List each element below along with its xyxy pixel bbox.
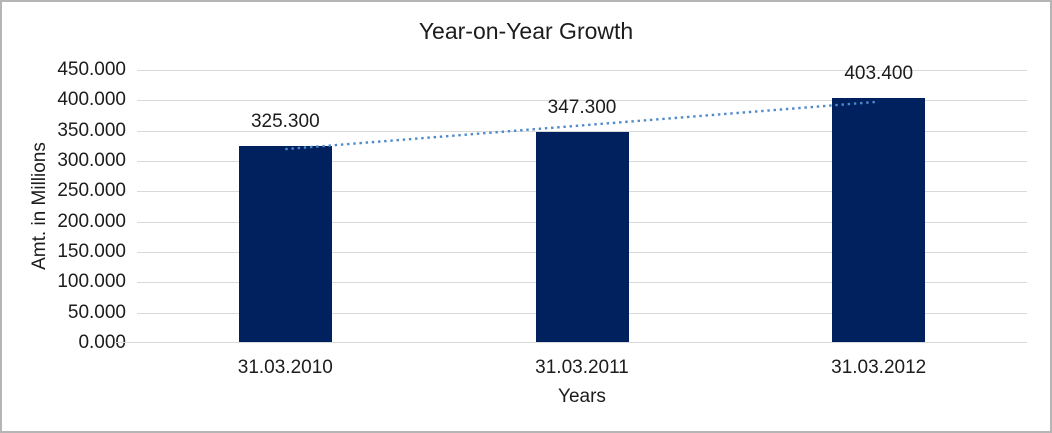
y-axis-ticks: 0.000 50.000 100.000 150.000 200.000 250.000 3… [2, 2, 126, 431]
y-tick-label: 450.000 [57, 59, 126, 80]
y-tick-label: 50.000 [67, 301, 126, 323]
x-axis-line [115, 342, 1027, 343]
bar-31.03.2010 [238, 145, 332, 343]
y-tick-label: 0.000 [78, 332, 126, 353]
gridline [137, 100, 1027, 102]
y-tick-label: 400.000 [57, 89, 126, 111]
y-tick-label: 250.000 [57, 180, 126, 202]
x-axis-title: Years [558, 386, 606, 407]
bar-data-label: 403.400 [844, 63, 914, 85]
chart-title: Year-on-Year Growth [418, 18, 634, 44]
y-tick-label: 350.000 [57, 119, 126, 141]
x-tick-label: 31.03.2010 [237, 357, 333, 378]
bar-31.03.2012 [832, 98, 926, 343]
gridline [137, 70, 1027, 71]
y-tick-label: 300.000 [57, 150, 126, 171]
x-tick-label: 31.03.2011 [535, 357, 629, 378]
y-tick-label: 100.000 [57, 271, 126, 293]
bar-data-label: 347.300 [547, 97, 617, 119]
y-tick-label: 200.000 [57, 210, 126, 232]
x-tick-label: 31.03.2012 [831, 357, 927, 378]
bar-data-label: 325.300 [250, 110, 320, 132]
y-tick-label: 150.000 [57, 241, 126, 262]
plot-area: 325.300 347.300 403.400 [137, 63, 1027, 343]
trendline [285, 100, 879, 151]
x-axis-labels: 31.03.2010 31.03.2011 31.03.2012 [137, 357, 1027, 381]
gridline [137, 130, 1027, 132]
bar-31.03.2011 [535, 132, 629, 343]
